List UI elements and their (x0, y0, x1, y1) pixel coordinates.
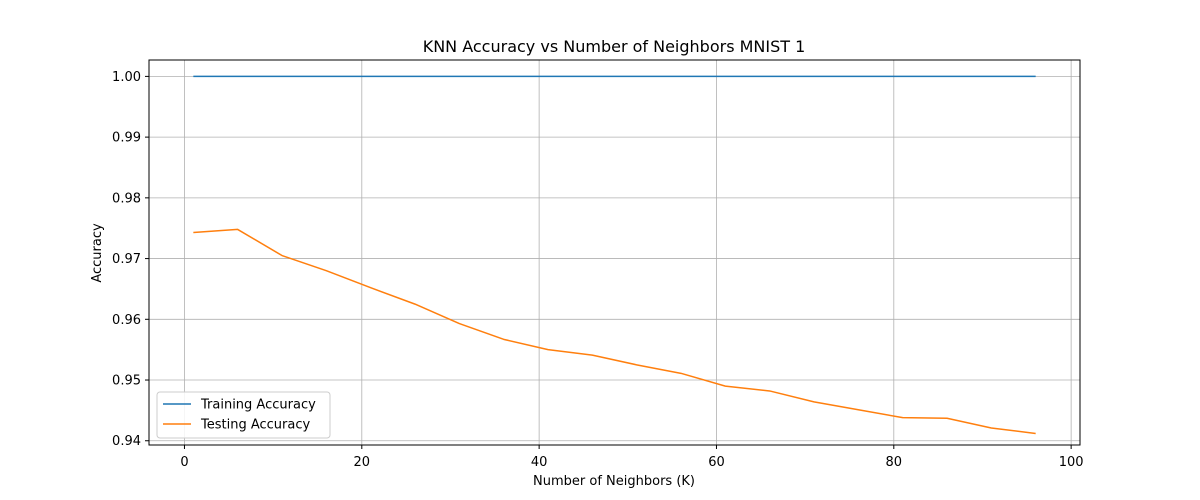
y-tick-label: 0.97 (112, 252, 141, 267)
x-tick-label: 100 (1059, 455, 1084, 470)
x-tick-label: 60 (708, 455, 725, 470)
x-tick-label: 80 (886, 455, 903, 470)
legend: Training Accuracy Testing Accuracy (156, 391, 331, 439)
x-tick-label: 0 (180, 455, 188, 470)
series-lines (193, 75, 1036, 435)
chart-title: KNN Accuracy vs Number of Neighbors MNIS… (423, 37, 806, 56)
y-tick-label: 1.00 (112, 70, 141, 85)
y-tick-label: 0.95 (112, 374, 141, 389)
gridlines (149, 60, 1080, 445)
axis-ticks: 0 20 40 60 80 100 0.94 0.95 0.96 0.97 0.98 0.99 1.00 (112, 70, 1084, 470)
y-axis-title: Accuracy (90, 223, 105, 283)
legend-label: Testing Accuracy (200, 418, 310, 433)
legend-box (156, 391, 331, 439)
y-tick-label: 0.98 (112, 191, 141, 206)
x-tick-label: 40 (531, 455, 548, 470)
y-tick-label: 0.99 (112, 131, 141, 146)
legend-label: Training Accuracy (200, 398, 316, 413)
series-line-1 (193, 228, 1036, 435)
x-tick-label: 20 (354, 455, 371, 470)
y-tick-label: 0.96 (112, 313, 141, 328)
x-axis-title: Number of Neighbors (K) (533, 474, 695, 489)
y-tick-label: 0.94 (112, 434, 141, 449)
plot-frame (148, 59, 1081, 446)
